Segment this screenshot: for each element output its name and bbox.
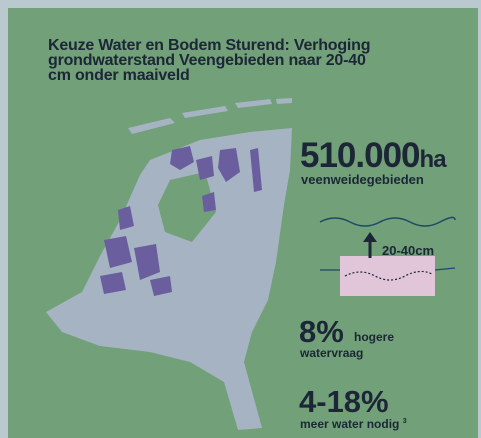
- stat-label-text: meer water nodig: [300, 417, 400, 431]
- stat-label: watervraag: [300, 346, 364, 360]
- stat-value: 8%: [299, 314, 344, 349]
- title-line: Keuze Water en Bodem Sturend: Verhoging: [48, 37, 371, 54]
- footnote-marker: 3: [402, 418, 407, 425]
- map: [46, 98, 292, 430]
- peat-areas: [100, 146, 262, 296]
- stat-label: meer water nodig 3: [300, 417, 407, 431]
- stat-unit: ha: [419, 146, 447, 173]
- title: Keuze Water en Bodem Sturend: Verhoging …: [48, 37, 468, 84]
- stat-value: 4-18%: [299, 384, 389, 419]
- stat-label: veenweidegebieden: [301, 172, 424, 187]
- stat-number: 510.000: [300, 136, 421, 175]
- title-line: grondwaterstand Veengebieden naar 20-40: [48, 52, 366, 69]
- stat-value: 510.000ha: [300, 136, 447, 176]
- water-diagram: [319, 216, 456, 296]
- depth-label: 20-40cm: [382, 243, 435, 258]
- title-line: cm onder maaiveld: [48, 67, 190, 84]
- stat-label: hogere: [354, 330, 395, 344]
- ijsselmeer: [158, 172, 216, 242]
